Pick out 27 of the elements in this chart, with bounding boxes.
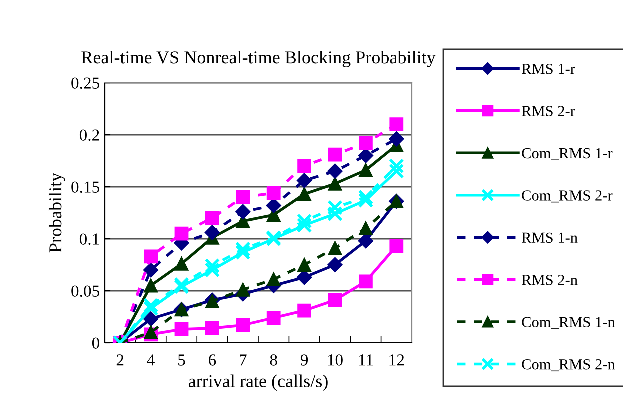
x-tick-label: 10 <box>328 354 343 366</box>
y-tick-label: 0.25 <box>72 78 100 90</box>
y-tick-label: 0 <box>92 338 100 349</box>
x-tick-label: 6 <box>209 354 216 366</box>
y-tick-label: 0.1 <box>80 234 100 246</box>
x-tick-label: 11 <box>359 354 373 366</box>
x-tick-label: 7 <box>240 354 247 366</box>
y-axis-title: Probability <box>48 172 66 253</box>
legend-label: Com_RMS 1-r <box>522 148 613 160</box>
legend-label: RMS 2-n <box>522 275 578 286</box>
legend-label: Com_RMS 2-r <box>522 190 613 203</box>
legend-label: RMS 1-n <box>522 232 578 244</box>
x-axis-title: arrival rate (calls/s) <box>188 374 328 392</box>
x-tick-label: 2 <box>116 354 124 366</box>
legend-label: RMS 2-r <box>522 106 576 116</box>
y-tick-label: 0.15 <box>72 182 100 194</box>
x-tick-label: 9 <box>300 354 308 366</box>
legend-label: RMS 1-r <box>522 64 576 74</box>
x-tick-label: 8 <box>270 354 278 366</box>
x-tick-label: 5 <box>178 354 186 366</box>
x-tick-label: 4 <box>147 354 155 366</box>
y-tick-label: 0.05 <box>72 286 100 298</box>
chart-title: Real-time VS Nonreal-time Blocking Probability <box>82 51 436 68</box>
legend-label: Com_RMS 2-n <box>522 359 616 372</box>
legend-label: Com_RMS 1-n <box>522 317 616 330</box>
x-tick-label: 12 <box>390 354 404 366</box>
y-tick-label: 0.2 <box>80 130 100 142</box>
